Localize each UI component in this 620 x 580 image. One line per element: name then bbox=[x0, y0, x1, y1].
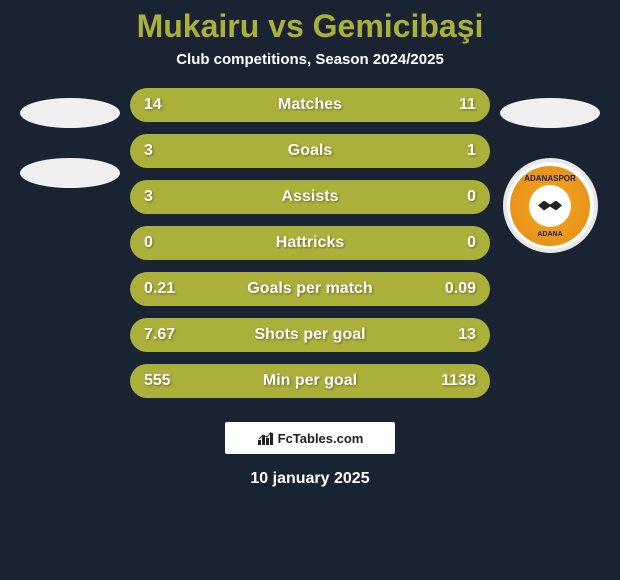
stat-label: Assists bbox=[282, 188, 339, 206]
club-badge-inner: ADANASPOR ADANA bbox=[510, 166, 590, 246]
stat-right-value: 0 bbox=[426, 188, 476, 206]
stat-right-value: 0.09 bbox=[426, 280, 476, 298]
left-player-badges bbox=[10, 88, 130, 188]
left-badge-placeholder-1 bbox=[20, 98, 120, 128]
stats-list: 14 Matches 11 3 Goals 1 3 Assists 0 0 Ha… bbox=[130, 88, 490, 398]
stat-label: Goals bbox=[288, 142, 332, 160]
left-badge-placeholder-2 bbox=[20, 158, 120, 188]
right-player-badges: ADANASPOR ADANA bbox=[490, 88, 610, 253]
brand-text: FcTables.com bbox=[278, 431, 364, 446]
stat-left-value: 0.21 bbox=[144, 280, 194, 298]
right-badge-placeholder-1 bbox=[500, 98, 600, 128]
stat-row-matches: 14 Matches 11 bbox=[130, 88, 490, 122]
stat-row-hattricks: 0 Hattricks 0 bbox=[130, 226, 490, 260]
stat-right-value: 1 bbox=[426, 142, 476, 160]
chart-icon bbox=[257, 430, 273, 446]
stat-left-value: 7.67 bbox=[144, 326, 194, 344]
stat-label: Shots per goal bbox=[254, 326, 365, 344]
main-container: Mukairu vs Gemicibaşi Club competitions,… bbox=[0, 0, 620, 580]
page-title: Mukairu vs Gemicibaşi bbox=[137, 8, 484, 45]
page-subtitle: Club competitions, Season 2024/2025 bbox=[176, 51, 444, 68]
stat-label: Hattricks bbox=[276, 234, 344, 252]
stat-left-value: 555 bbox=[144, 372, 194, 390]
stat-left-value: 3 bbox=[144, 142, 194, 160]
date-label: 10 january 2025 bbox=[250, 470, 369, 488]
club-name-bottom: ADANA bbox=[537, 231, 562, 238]
stat-label: Matches bbox=[278, 96, 342, 114]
stat-right-value: 0 bbox=[426, 234, 476, 252]
stat-row-assists: 3 Assists 0 bbox=[130, 180, 490, 214]
stat-row-shots-per-goal: 7.67 Shots per goal 13 bbox=[130, 318, 490, 352]
stat-right-value: 11 bbox=[426, 96, 476, 114]
stat-row-goals: 3 Goals 1 bbox=[130, 134, 490, 168]
eagle-icon bbox=[538, 201, 562, 211]
stat-label: Min per goal bbox=[263, 372, 357, 390]
stat-label: Goals per match bbox=[247, 280, 372, 298]
stat-row-goals-per-match: 0.21 Goals per match 0.09 bbox=[130, 272, 490, 306]
stat-right-value: 1138 bbox=[426, 372, 476, 390]
stat-left-value: 0 bbox=[144, 234, 194, 252]
brand-logo[interactable]: FcTables.com bbox=[225, 422, 395, 454]
stats-area: 14 Matches 11 3 Goals 1 3 Assists 0 0 Ha… bbox=[0, 88, 620, 398]
stat-left-value: 14 bbox=[144, 96, 194, 114]
club-name-top: ADANASPOR bbox=[524, 174, 576, 183]
club-center-emblem bbox=[529, 185, 571, 227]
stat-row-min-per-goal: 555 Min per goal 1138 bbox=[130, 364, 490, 398]
club-badge-adanaspor: ADANASPOR ADANA bbox=[503, 158, 598, 253]
stat-left-value: 3 bbox=[144, 188, 194, 206]
stat-right-value: 13 bbox=[426, 326, 476, 344]
